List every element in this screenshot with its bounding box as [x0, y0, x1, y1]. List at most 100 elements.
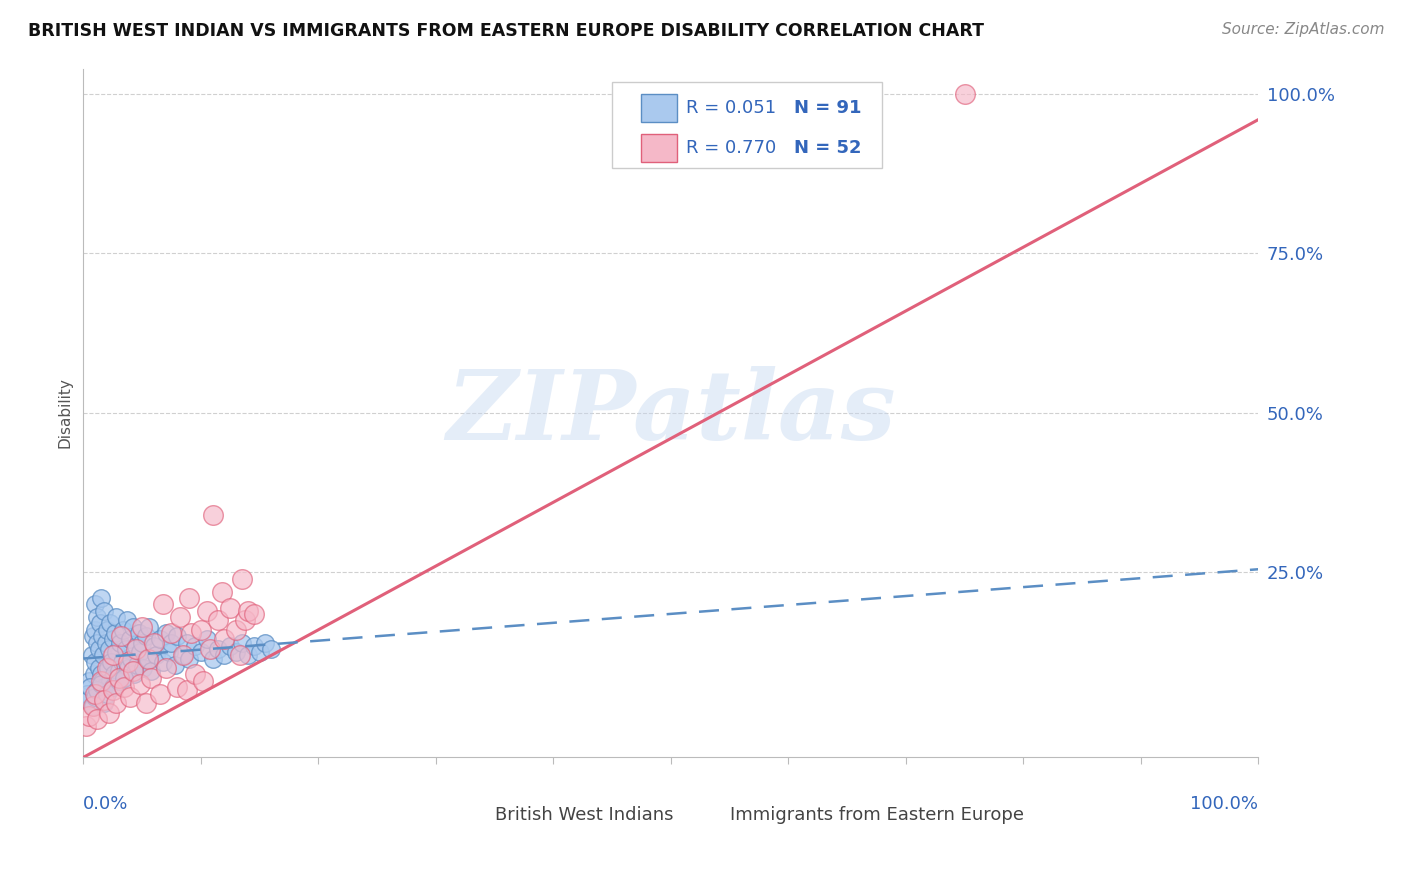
Point: [87, 642, 110, 657]
Point: [136, 651, 159, 665]
Point: [172, 648, 194, 663]
Point: [83, 667, 105, 681]
Point: [93, 604, 115, 618]
Point: [131, 635, 153, 649]
Text: BRITISH WEST INDIAN VS IMMIGRANTS FROM EASTERN EUROPE DISABILITY CORRELATION CHA: BRITISH WEST INDIAN VS IMMIGRANTS FROM E…: [28, 22, 984, 40]
FancyBboxPatch shape: [612, 82, 883, 169]
Point: [84, 597, 107, 611]
Point: [166, 680, 188, 694]
Point: [96, 687, 118, 701]
Point: [125, 642, 148, 657]
Point: [91, 629, 114, 643]
Point: [260, 642, 283, 657]
Point: [163, 657, 186, 672]
Point: [231, 572, 253, 586]
Point: [86, 635, 108, 649]
Point: [176, 683, 198, 698]
Point: [105, 610, 128, 624]
Point: [93, 696, 115, 710]
Point: [86, 610, 108, 624]
Point: [107, 671, 129, 685]
Point: [112, 680, 135, 694]
Point: [112, 671, 135, 685]
Point: [242, 639, 264, 653]
Point: [91, 648, 114, 663]
Point: [112, 623, 135, 637]
Point: [228, 648, 250, 663]
Point: [93, 693, 115, 707]
Point: [84, 690, 107, 704]
Point: [169, 610, 191, 624]
Point: [200, 642, 222, 657]
Point: [135, 629, 157, 643]
Point: [105, 645, 128, 659]
Text: Immigrants from Eastern Europe: Immigrants from Eastern Europe: [730, 805, 1024, 823]
Point: [149, 687, 172, 701]
Text: N = 52: N = 52: [794, 139, 862, 157]
Point: [101, 648, 124, 663]
Point: [86, 712, 108, 726]
Point: [101, 683, 124, 698]
Text: N = 91: N = 91: [794, 99, 862, 117]
Point: [86, 683, 108, 698]
Point: [96, 623, 118, 637]
Point: [201, 508, 224, 522]
Point: [105, 696, 128, 710]
Point: [91, 673, 114, 688]
Point: [131, 620, 153, 634]
Point: [110, 629, 132, 643]
FancyBboxPatch shape: [641, 95, 676, 122]
Point: [176, 635, 198, 649]
Point: [101, 632, 124, 647]
Point: [219, 600, 242, 615]
Text: 0.0%: 0.0%: [83, 796, 129, 814]
Point: [75, 718, 97, 732]
Point: [184, 639, 207, 653]
Point: [84, 623, 107, 637]
Point: [155, 626, 177, 640]
Point: [77, 693, 100, 707]
Point: [125, 639, 148, 653]
Point: [104, 626, 127, 640]
Point: [141, 671, 163, 685]
Point: [89, 616, 111, 631]
Point: [157, 645, 180, 659]
Point: [136, 651, 159, 665]
Point: [87, 661, 110, 675]
Point: [207, 613, 229, 627]
Point: [121, 651, 143, 665]
Point: [172, 648, 194, 663]
Point: [191, 673, 214, 688]
Point: [236, 604, 259, 618]
Point: [207, 642, 229, 657]
Text: 100.0%: 100.0%: [1191, 796, 1258, 814]
Point: [120, 690, 142, 704]
Point: [953, 87, 976, 101]
Point: [166, 629, 188, 643]
Point: [145, 648, 167, 663]
Point: [127, 657, 149, 672]
Point: [184, 667, 207, 681]
Point: [152, 597, 174, 611]
Point: [121, 620, 143, 634]
Point: [79, 680, 101, 694]
Point: [211, 584, 233, 599]
Point: [112, 671, 135, 685]
Point: [122, 667, 145, 681]
Text: ZIPatlas: ZIPatlas: [446, 366, 896, 460]
Point: [225, 645, 247, 659]
Point: [155, 661, 177, 675]
Point: [121, 665, 143, 679]
Point: [195, 604, 218, 618]
Point: [190, 623, 212, 637]
Point: [117, 661, 139, 675]
Point: [142, 635, 165, 649]
Point: [152, 655, 174, 669]
FancyBboxPatch shape: [641, 134, 676, 161]
Point: [225, 623, 247, 637]
Point: [160, 626, 183, 640]
Point: [132, 661, 155, 675]
Point: [138, 620, 160, 634]
Text: Source: ZipAtlas.com: Source: ZipAtlas.com: [1222, 22, 1385, 37]
Point: [201, 651, 224, 665]
